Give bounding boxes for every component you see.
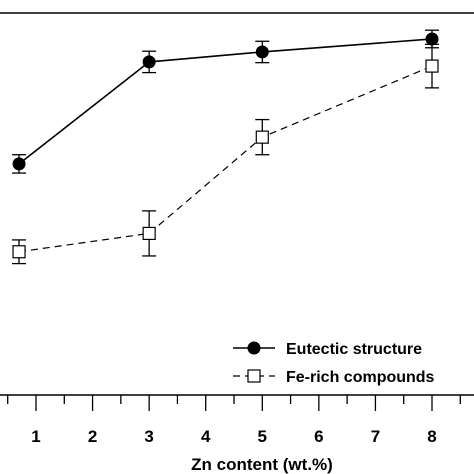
data-point <box>12 245 26 259</box>
data-point <box>425 59 439 73</box>
x-tick-label: 7 <box>371 427 380 446</box>
legend-marker-eutectic <box>247 341 261 355</box>
series-1 <box>12 43 439 265</box>
x-tick-label: 1 <box>31 427 40 446</box>
data-point <box>12 157 26 171</box>
x-tick-label: 3 <box>144 427 153 446</box>
legend-label-fe: Fe-rich compounds <box>286 369 435 386</box>
x-axis-ticks: 1 2 3 4 5 6 7 8 <box>7 395 461 446</box>
legend: Eutectic structure Fe-rich compounds <box>233 341 435 386</box>
series-layer <box>12 29 439 265</box>
data-point <box>425 32 439 46</box>
data-point <box>142 55 156 69</box>
x-tick-label: 6 <box>314 427 323 446</box>
x-axis-label: Zn content (wt.%) <box>191 455 333 474</box>
x-tick-label: 8 <box>427 427 436 446</box>
legend-label-eutectic: Eutectic structure <box>286 341 422 358</box>
x-tick-label: 4 <box>201 427 211 446</box>
legend-marker-fe <box>247 369 261 383</box>
data-point <box>142 226 156 241</box>
data-point <box>255 45 269 59</box>
data-point <box>255 130 269 144</box>
x-tick-label: 2 <box>88 427 97 446</box>
x-tick-label: 5 <box>258 427 267 446</box>
series-0 <box>12 29 439 174</box>
series-line <box>18 38 433 165</box>
series-line <box>18 65 433 253</box>
